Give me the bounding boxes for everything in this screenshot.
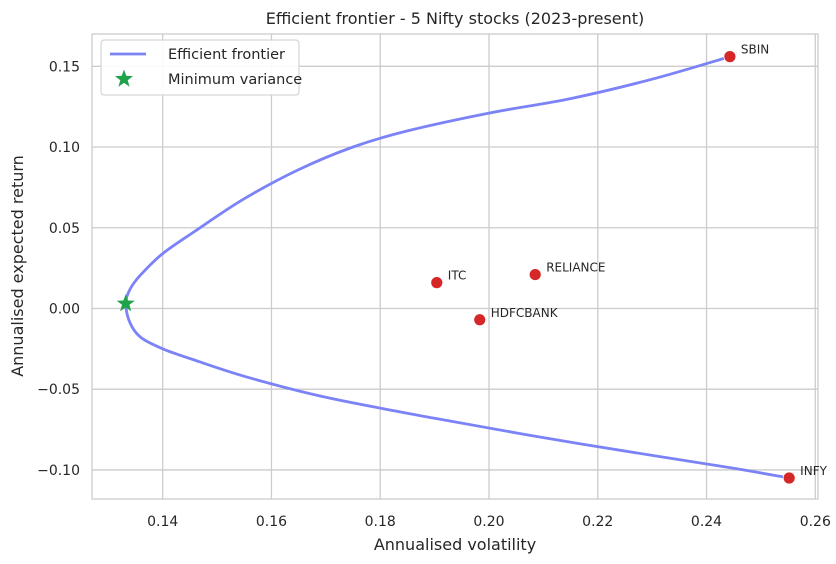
legend: Efficient frontier Minimum variance <box>100 39 302 96</box>
y-tick-label: −0.10 <box>37 463 80 479</box>
asset-point <box>473 313 487 327</box>
legend-star-icon <box>115 69 133 87</box>
axis-ticks: 0.14 0.16 0.18 0.20 0.22 0.24 0.26 −0.10 −0.05 0.… <box>37 59 831 530</box>
grid <box>92 34 818 499</box>
x-axis-label: Annualised volatility <box>374 535 536 554</box>
y-tick-label: −0.05 <box>37 382 80 398</box>
asset-points: SBIN ITC RELIANCE HDFCBANK INFY <box>430 43 828 485</box>
legend-frontier-label: Efficient frontier <box>168 47 285 63</box>
asset-point <box>430 276 444 290</box>
x-tick-label: 0.22 <box>582 514 613 530</box>
y-tick-label: 0.10 <box>49 140 80 156</box>
plot-frame <box>91 33 819 500</box>
asset-label: RELIANCE <box>546 261 605 275</box>
minimum-variance-star <box>116 294 135 312</box>
asset-label: INFY <box>800 464 827 478</box>
chart-title: Efficient frontier - 5 Nifty stocks (202… <box>266 9 645 28</box>
x-tick-label: 0.14 <box>147 514 178 530</box>
asset-point <box>782 471 796 485</box>
asset-label: HDFCBANK <box>491 306 559 320</box>
asset-label: ITC <box>448 269 467 283</box>
x-tick-label: 0.20 <box>473 514 504 530</box>
x-tick-label: 0.18 <box>365 514 396 530</box>
legend-minvar-label: Minimum variance <box>168 72 302 88</box>
x-tick-label: 0.26 <box>800 514 831 530</box>
asset-point <box>723 50 737 64</box>
legend-box <box>100 39 300 96</box>
x-tick-label: 0.16 <box>256 514 287 530</box>
y-tick-label: 0.15 <box>49 59 80 75</box>
asset-label: SBIN <box>741 43 769 57</box>
asset-point <box>528 268 542 281</box>
y-tick-label: 0.05 <box>49 221 80 237</box>
y-axis-label: Annualised expected return <box>8 155 27 377</box>
y-tick-label: 0.00 <box>49 301 80 317</box>
x-tick-label: 0.24 <box>691 514 722 530</box>
